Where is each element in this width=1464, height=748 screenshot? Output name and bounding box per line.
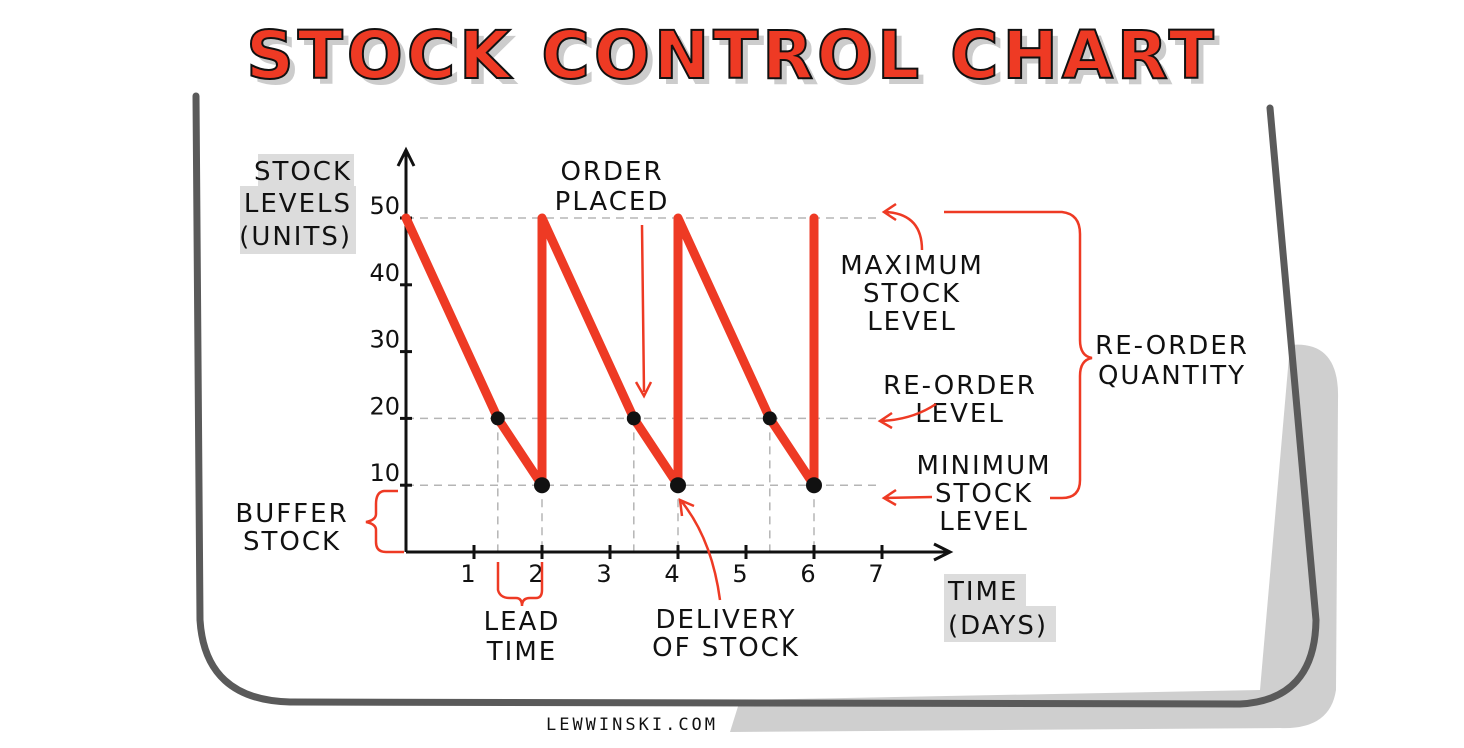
minimum-stock-arrow: [881, 488, 933, 507]
reorder-quantity-label: RE-ORDER: [1095, 331, 1249, 361]
lead-time-label: LEAD: [484, 607, 561, 637]
chart-title-shadow: STOCK CONTROL CHART: [252, 23, 1224, 100]
maximum-stock-annotation: MAXIMUM STOCK LEVEL: [840, 202, 984, 337]
y-axis-label-line: STOCK: [254, 157, 352, 187]
card-shadow: [730, 344, 1339, 732]
delivery-point-dot: [806, 477, 822, 494]
delivery-point-dot: [534, 477, 550, 494]
reorder-level-arrow: [877, 402, 937, 430]
y-tick-label: 30: [369, 326, 400, 354]
reorder-level-label: RE-ORDER: [883, 371, 1037, 401]
stock-level-line: [401, 213, 819, 490]
stock-series: [401, 213, 819, 490]
order-placed-label: PLACED: [555, 187, 670, 217]
delivery-arrow: [678, 497, 722, 601]
y-tick-label: 40: [369, 259, 400, 287]
axes: 10 20 30 40 50 1 2 3 4 5 6 7: [369, 146, 954, 588]
reorder-level-label: LEVEL: [915, 399, 1005, 429]
order-placed-arrow: [634, 224, 653, 399]
maximum-stock-arrow: [881, 202, 924, 251]
x-tick-label: 4: [664, 560, 679, 588]
y-axis-label-bg: [258, 154, 354, 186]
x-axis-label-line: (DAYS): [948, 611, 1048, 641]
y-tick-label: 20: [369, 392, 400, 420]
delivery-label: OF STOCK: [652, 633, 800, 663]
y-axis-arrowhead: [396, 146, 416, 167]
x-axis-label-line: TIME: [947, 577, 1018, 607]
x-tick-label: 3: [596, 560, 611, 588]
lead-time-brace: [496, 562, 544, 607]
lead-time-annotation: LEAD TIME: [484, 562, 561, 667]
minimum-stock-label: STOCK: [935, 479, 1033, 509]
y-tick-label: 10: [369, 459, 400, 487]
x-axis-label-bg: [944, 574, 1026, 606]
reorder-quantity-brace: [944, 210, 1093, 500]
buffer-stock-annotation: BUFFER STOCK: [235, 489, 404, 557]
reorder-point-dot: [490, 411, 505, 426]
reorder-level-annotation: RE-ORDER LEVEL: [877, 371, 1037, 430]
reorder-quantity-label: QUANTITY: [1098, 361, 1246, 391]
x-tick-label: 2: [528, 560, 543, 588]
y-tick-label: 50: [369, 192, 400, 220]
x-tick-label: 1: [460, 560, 475, 588]
x-tick-label: 7: [868, 560, 883, 588]
maximum-stock-label: LEVEL: [867, 307, 957, 337]
x-axis-label-bg: [944, 606, 1056, 642]
x-tick-label: 5: [732, 560, 747, 588]
maximum-stock-label: MAXIMUM: [840, 251, 984, 281]
y-axis-label-bg: [240, 186, 356, 218]
x-axis-label: TIME (DAYS): [944, 574, 1056, 642]
buffer-stock-brace: [365, 489, 404, 554]
reorder-point-dot: [762, 411, 777, 426]
site-credit: LEWWINSKI.COM: [546, 715, 718, 735]
reorder-quantity-annotation: RE-ORDER QUANTITY: [944, 210, 1249, 500]
y-axis-label-line: (UNITS): [239, 222, 352, 252]
lead-time-label: TIME: [486, 637, 557, 667]
minimum-stock-annotation: MINIMUM STOCK LEVEL: [881, 451, 1051, 537]
x-axis-arrowhead: [933, 542, 954, 562]
chart-title: STOCK CONTROL CHART STOCK CONTROL CHART: [245, 16, 1224, 100]
x-tick-label: 6: [800, 560, 815, 588]
chart-title-text: STOCK CONTROL CHART: [246, 17, 1218, 94]
buffer-stock-label: BUFFER: [235, 499, 348, 529]
reorder-point-dot: [626, 411, 641, 426]
buffer-stock-label: STOCK: [243, 527, 341, 557]
delivery-annotation: DELIVERY OF STOCK: [652, 497, 800, 663]
order-placed-label: ORDER: [560, 157, 663, 187]
grid-lines: [406, 217, 880, 552]
minimum-stock-label: MINIMUM: [916, 451, 1051, 481]
card-frame: [192, 92, 1320, 708]
maximum-stock-label: STOCK: [863, 279, 961, 309]
order-placed-annotation: ORDER PLACED: [555, 157, 670, 399]
event-points: [490, 411, 822, 494]
delivery-point-dot: [670, 477, 686, 494]
y-axis-label-bg: [240, 218, 356, 254]
minimum-stock-label: LEVEL: [939, 507, 1029, 537]
y-axis-label: STOCK LEVELS (UNITS): [239, 154, 356, 254]
y-axis-label-line: LEVELS: [244, 189, 352, 219]
delivery-label: DELIVERY: [655, 605, 796, 635]
